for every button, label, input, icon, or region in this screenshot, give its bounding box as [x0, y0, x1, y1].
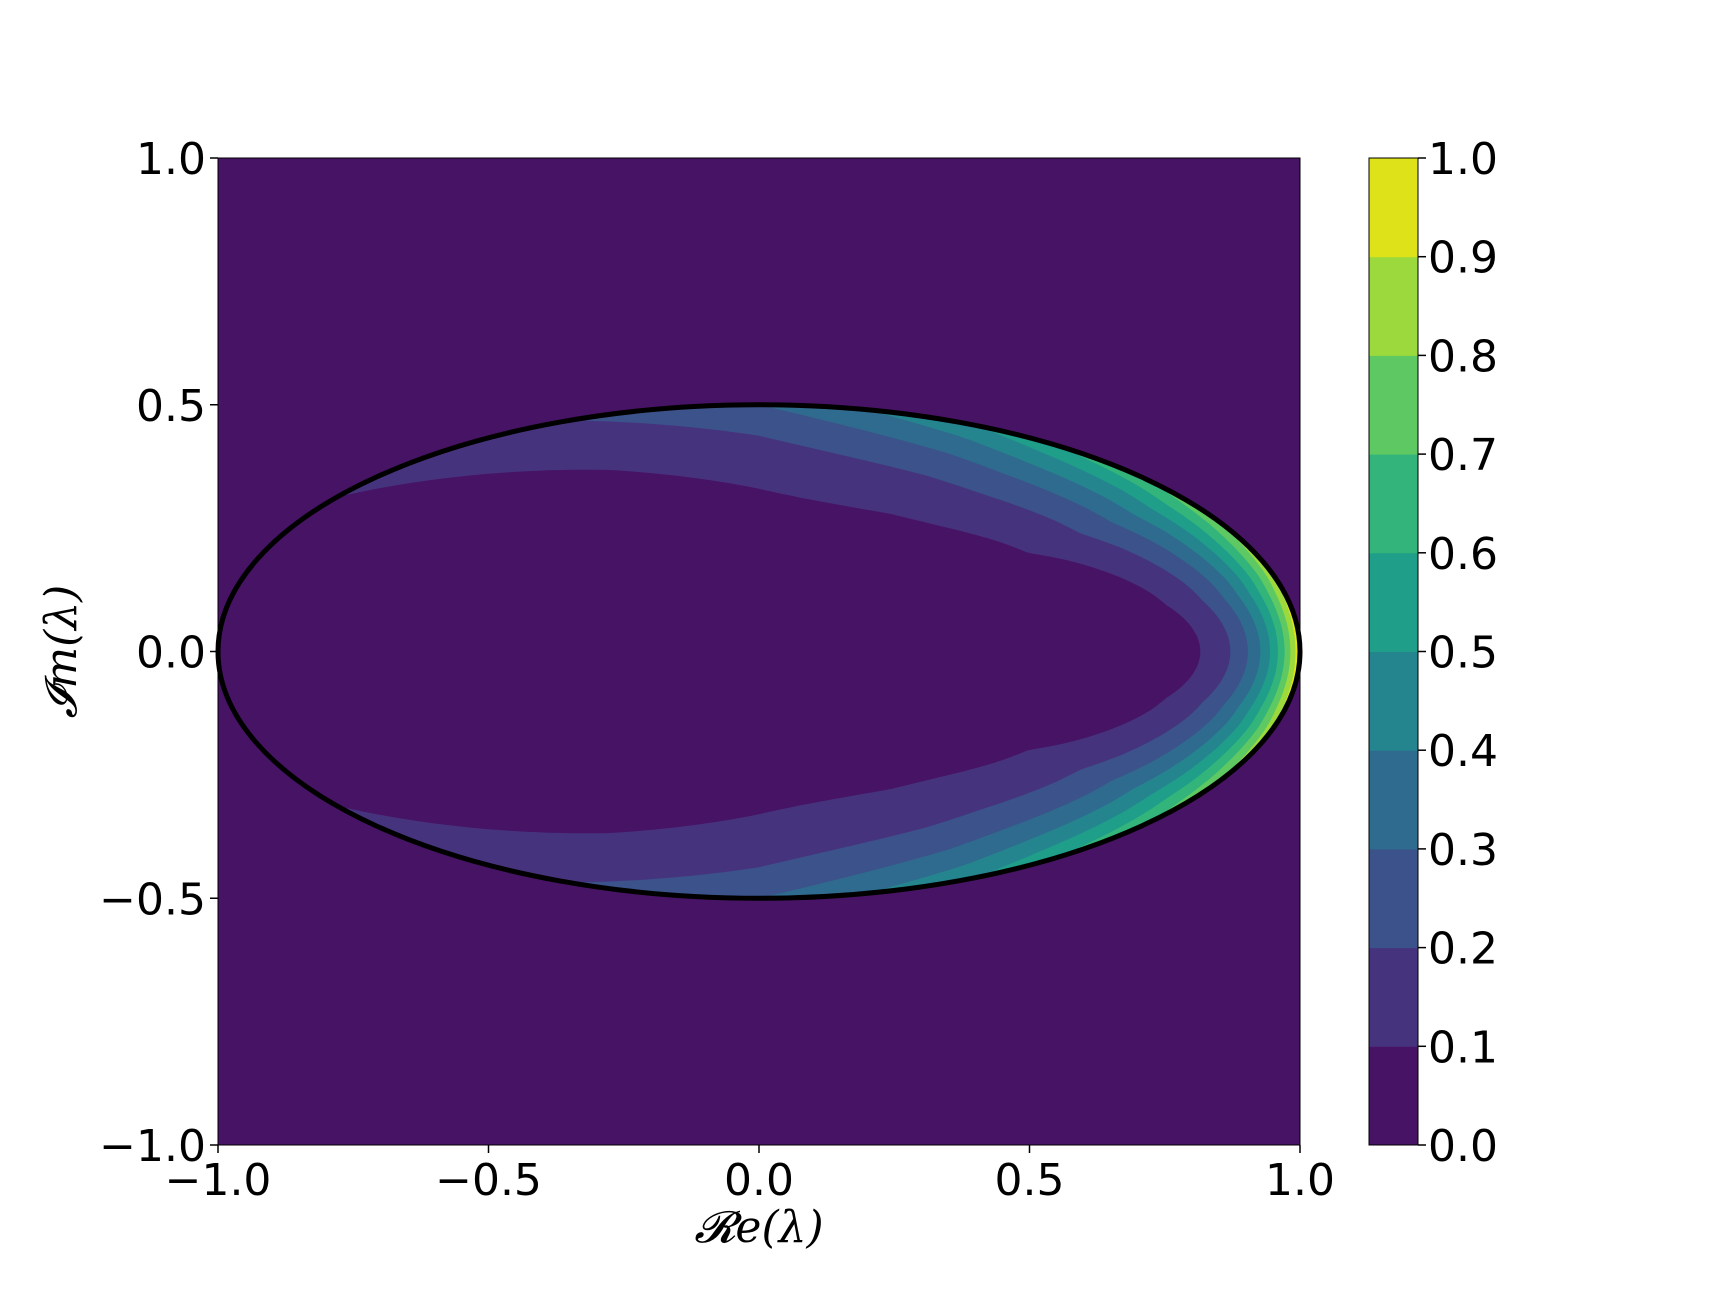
x-tick-label: 1.0: [1265, 1155, 1335, 1206]
colorbar-segment: [1369, 947, 1418, 1047]
x-tick-label: 0.0: [724, 1155, 794, 1206]
y-tick-label: 1.0: [136, 134, 206, 185]
y-tick-label: −0.5: [99, 874, 206, 925]
axes: −1.0 −0.5 0.0 0.5 1.0 −1.0 −0.5 0.0 0.5 1.0: [99, 134, 1335, 1206]
colorbar-tick-label: 0.1: [1428, 1022, 1498, 1073]
x-tick-label: 0.5: [995, 1155, 1065, 1206]
contour-level-0: [218, 158, 1300, 1145]
colorbar-segment: [1369, 256, 1418, 356]
colorbar-tick-label: 0.2: [1428, 924, 1498, 975]
y-tick-label: −1.0: [99, 1121, 206, 1172]
colorbar-tick-label: 0.7: [1428, 430, 1498, 481]
colorbar-tick-label: 0.0: [1428, 1121, 1498, 1172]
colorbar-segment: [1369, 355, 1418, 455]
colorbar-segment: [1369, 552, 1418, 652]
colorbar: 0.0 0.1 0.2 0.3 0.4 0.5 0.6 0.7 0.8 0.9 1.0: [1368, 134, 1498, 1172]
x-tick-label: −1.0: [165, 1155, 272, 1206]
x-axis-label: 𝓡e(λ): [694, 1202, 823, 1253]
colorbar-tick-label: 0.4: [1428, 726, 1498, 777]
colorbar-tick-label: 0.9: [1428, 233, 1498, 284]
colorbar-segment: [1369, 651, 1418, 751]
colorbar-segment: [1369, 158, 1418, 258]
y-axis-label: 𝓘m(λ): [36, 585, 87, 719]
y-tick-label: 0.0: [136, 628, 206, 679]
colorbar-tick-label: 0.6: [1428, 529, 1498, 580]
colorbar-segment: [1369, 750, 1418, 850]
colorbar-tick-label: 0.5: [1428, 628, 1498, 679]
colorbar-segment: [1369, 848, 1418, 949]
plot-area: [215, 158, 1303, 1145]
colorbar-segment: [1369, 454, 1418, 554]
x-tick-label: −0.5: [435, 1155, 542, 1206]
colorbar-segment: [1369, 1046, 1418, 1146]
colorbar-tick-label: 0.3: [1428, 825, 1498, 876]
colorbar-tick-label: 0.8: [1428, 331, 1498, 382]
colorbar-tick-label: 1.0: [1428, 134, 1498, 185]
y-tick-label: 0.5: [136, 381, 206, 432]
